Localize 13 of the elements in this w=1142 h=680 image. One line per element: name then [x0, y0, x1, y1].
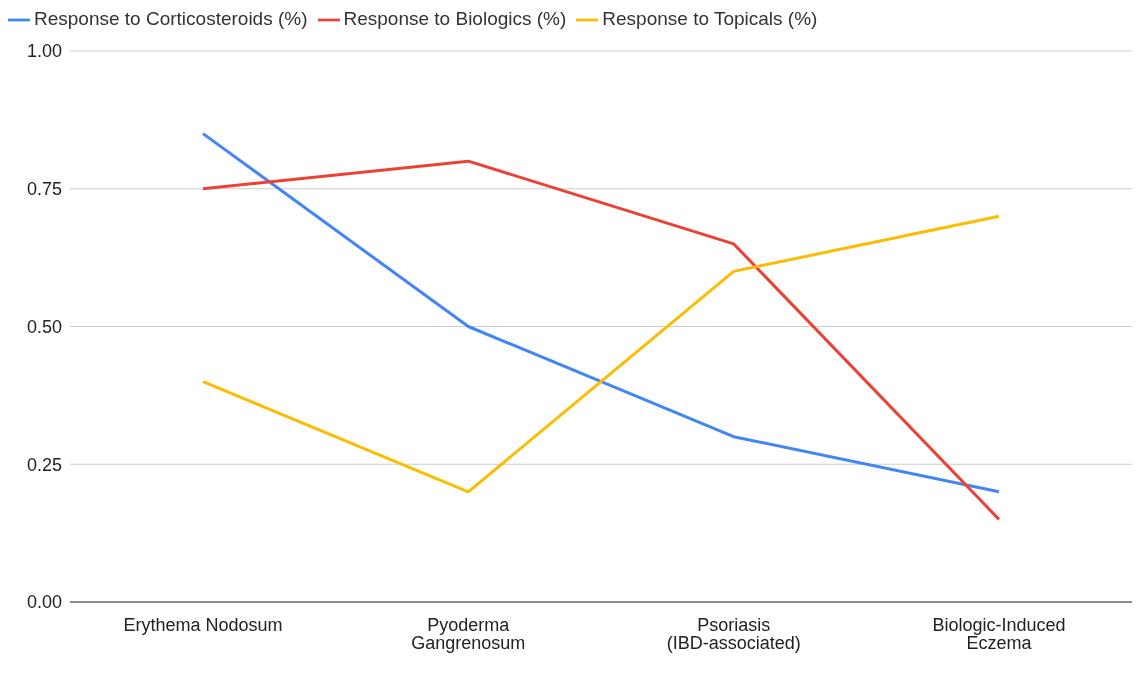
- legend-label: Response to Biologics (%): [343, 8, 567, 29]
- x-tick-label: Erythema Nodosum: [123, 614, 283, 635]
- x-tick-label: Pyoderma Gangrenosum: [411, 614, 526, 653]
- y-tick-label: 0.50: [26, 316, 62, 337]
- legend-label: Response to Topicals (%): [602, 8, 818, 29]
- y-tick-label: 0.00: [26, 592, 62, 613]
- line-series: [201, 214, 1001, 494]
- y-tick-label: 1.00: [26, 41, 62, 62]
- legend-label: Response to Corticosteroids (%): [34, 8, 308, 29]
- y-tick-label: 0.75: [26, 179, 62, 200]
- x-tick-label: Biologic-Induced Eczema: [932, 614, 1066, 653]
- y-tick-label: 0.25: [26, 454, 62, 475]
- x-tick-label: Psoriasis (IBD-associated): [666, 614, 801, 653]
